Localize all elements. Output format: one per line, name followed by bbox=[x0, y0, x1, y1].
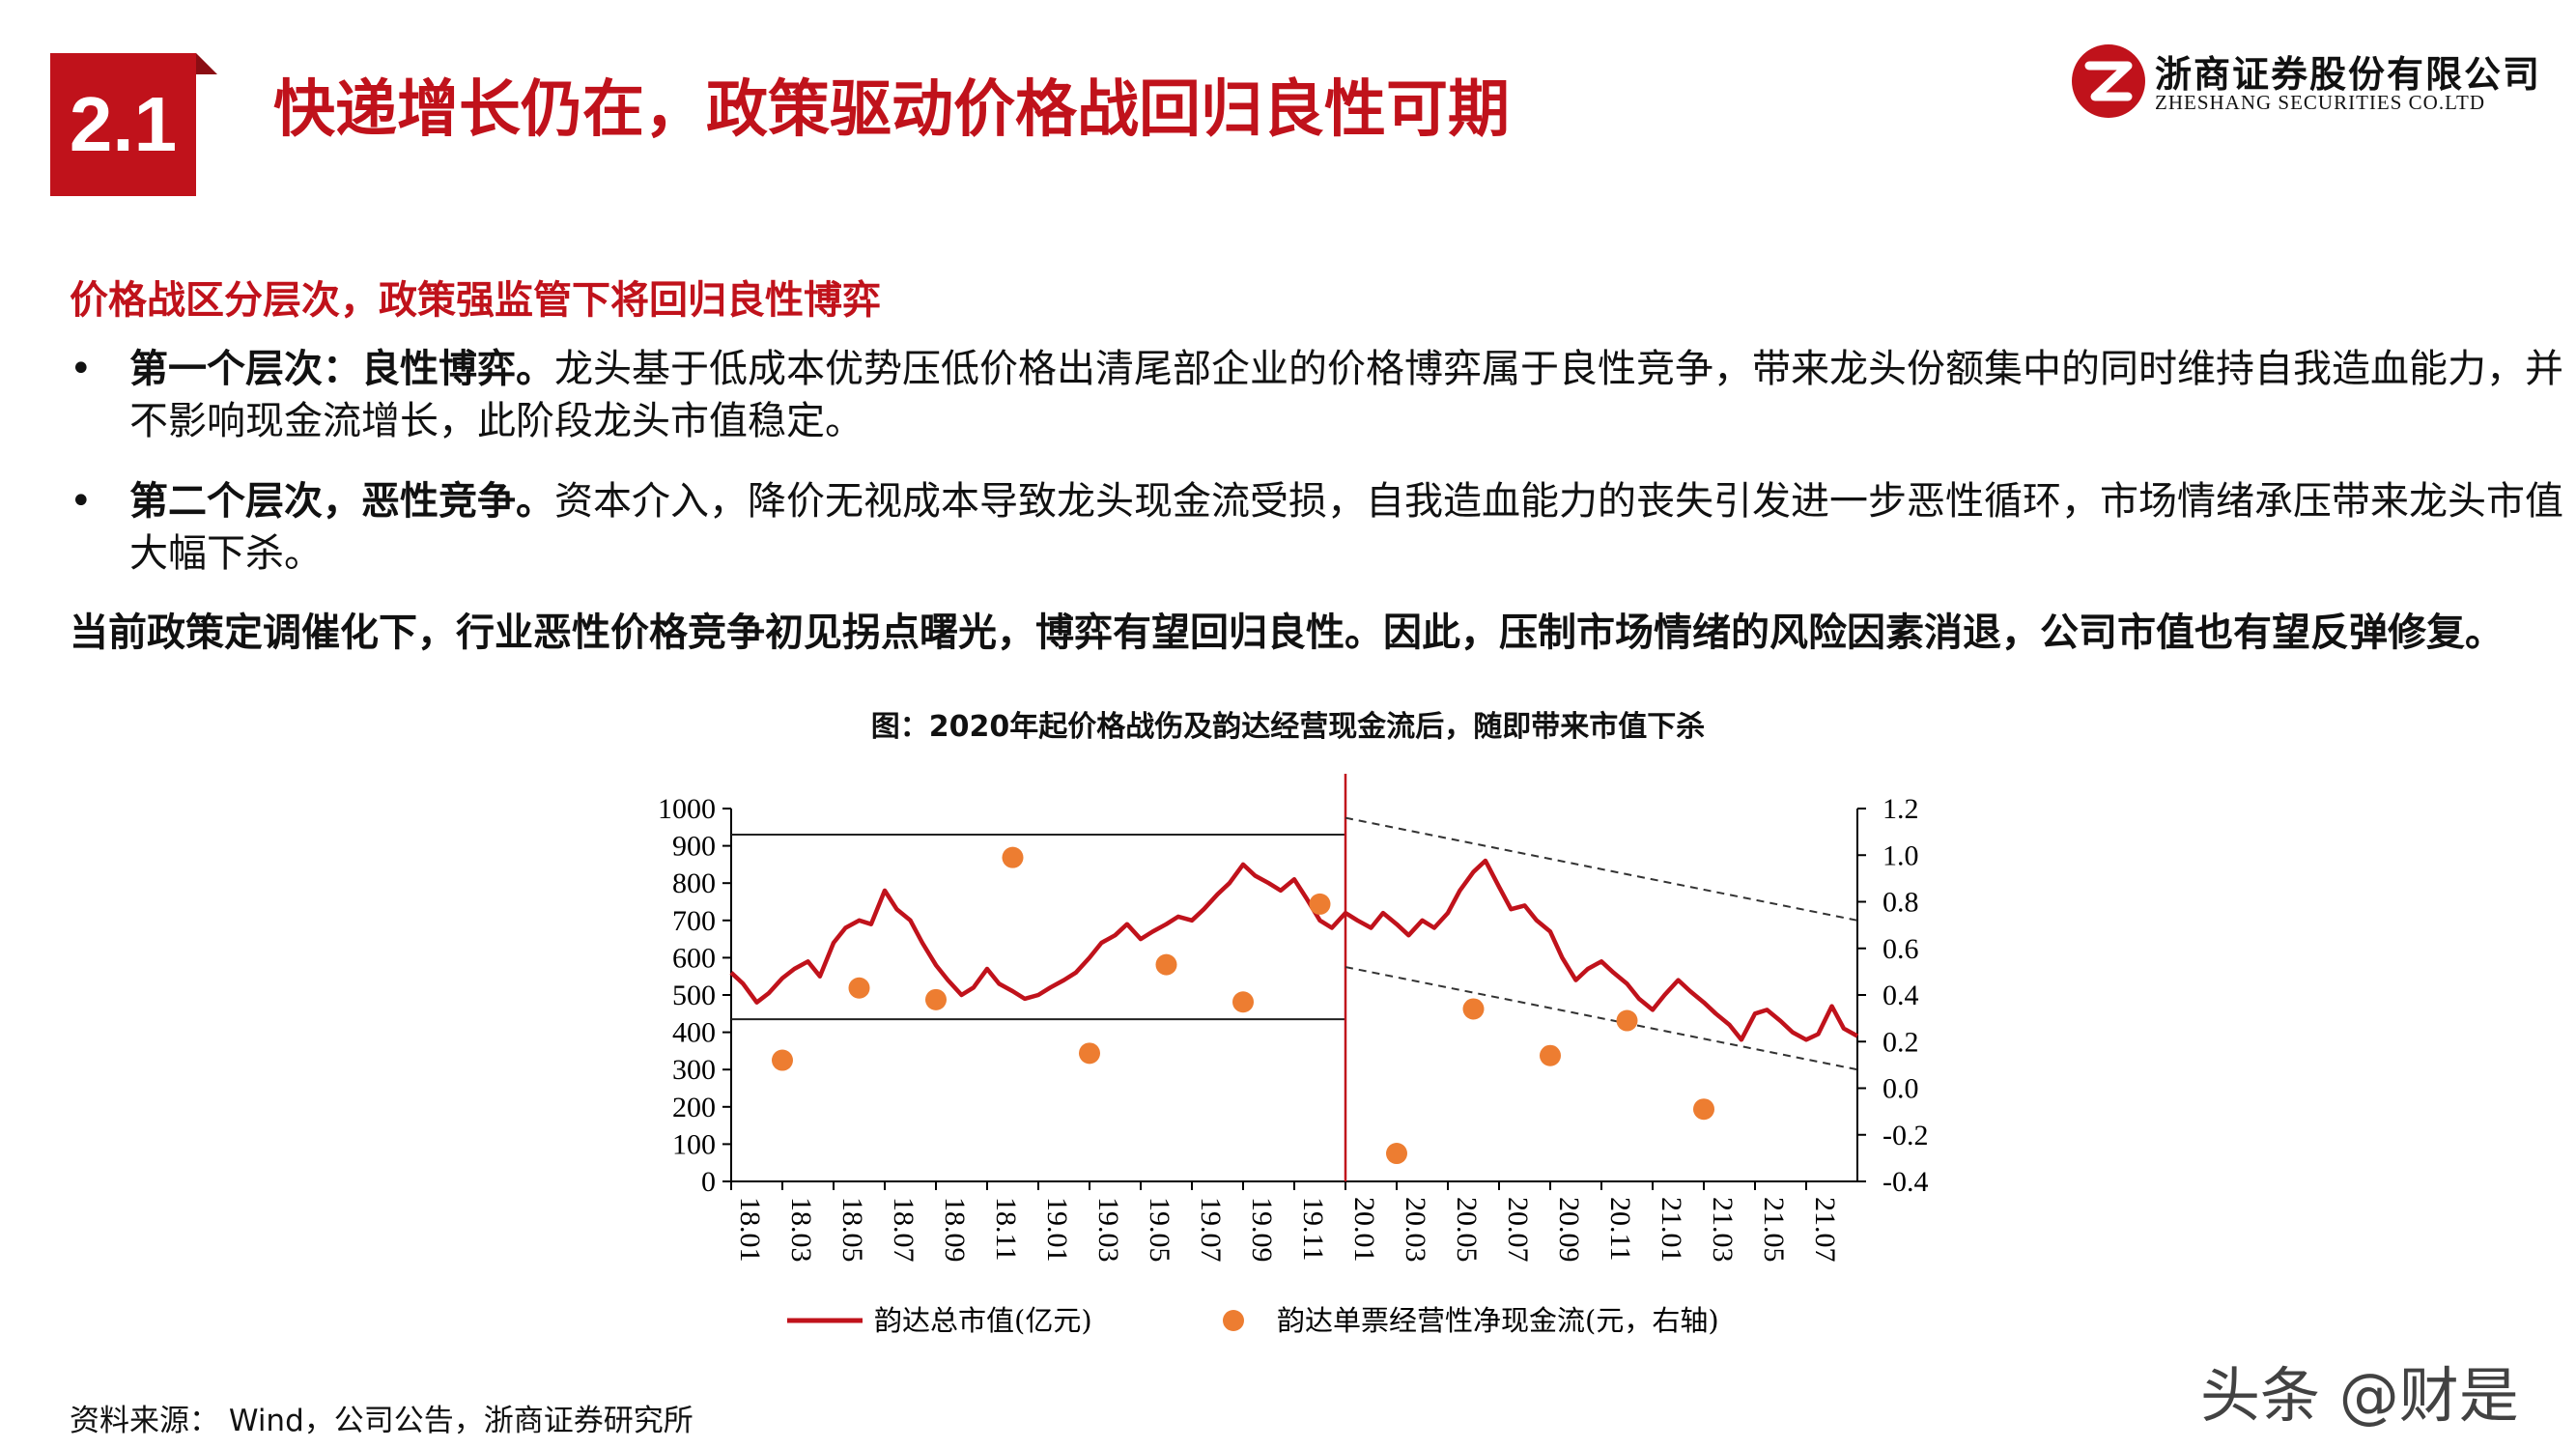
logo-company-cn: 浙商证券股份有限公司 bbox=[2155, 53, 2542, 96]
trend-line bbox=[1345, 966, 1858, 1071]
left-tick-label: 0 bbox=[701, 1166, 716, 1198]
bullet-lead: 第一个层次：良性博弈。 bbox=[129, 347, 554, 391]
x-tick-label: 20.11 bbox=[1604, 1197, 1636, 1261]
right-tick-label: 0.8 bbox=[1882, 887, 1919, 919]
legend-dot-swatch bbox=[1223, 1310, 1244, 1331]
cashflow-point bbox=[1386, 1143, 1407, 1165]
zheshang-logo-icon bbox=[2072, 44, 2145, 118]
cashflow-point bbox=[772, 1049, 793, 1071]
x-tick-label: 21.05 bbox=[1758, 1197, 1790, 1263]
section-badge: 2.1 bbox=[50, 53, 217, 196]
right-tick-label: 1.0 bbox=[1882, 839, 1919, 871]
right-tick-label: -0.4 bbox=[1882, 1166, 1929, 1198]
cashflow-point bbox=[1309, 893, 1331, 915]
legend-cashflow-label: 韵达单票经营性净现金流(元，右轴) bbox=[1277, 1304, 1719, 1337]
x-tick-label: 20.09 bbox=[1553, 1197, 1585, 1263]
cashflow-point bbox=[1002, 846, 1024, 868]
left-tick-label: 600 bbox=[672, 942, 716, 974]
x-tick-label: 21.07 bbox=[1809, 1197, 1841, 1263]
left-tick-label: 400 bbox=[672, 1017, 716, 1049]
legend-market-cap-label: 韵达总市值(亿元) bbox=[874, 1304, 1092, 1337]
x-tick-label: 19.11 bbox=[1297, 1197, 1329, 1261]
x-tick-label: 19.07 bbox=[1195, 1197, 1227, 1263]
x-tick-label: 20.01 bbox=[1348, 1197, 1380, 1263]
trend-line bbox=[1345, 816, 1858, 922]
x-tick-label: 18.05 bbox=[836, 1197, 868, 1263]
x-tick-label: 21.01 bbox=[1656, 1197, 1687, 1263]
logo-company-en: ZHESHANG SECURITIES CO.LTD bbox=[2155, 91, 2485, 114]
cashflow-point bbox=[925, 988, 947, 1010]
market-cap-series-line bbox=[729, 858, 1859, 1042]
company-logo: 浙商证券股份有限公司 ZHESHANG SECURITIES CO.LTD bbox=[2070, 41, 2539, 128]
figure-title: 图：2020年起价格战伤及韵达经营现金流后，随即带来市值下杀 bbox=[870, 710, 1706, 744]
left-tick-label: 900 bbox=[672, 831, 716, 863]
left-tick-label: 500 bbox=[672, 980, 716, 1011]
bullet-text: 龙头基于低成本优势压低价格出清尾部企业的价格博弈属于良性竞争，带来龙头份额集中的… bbox=[129, 347, 2563, 443]
right-tick-label: -0.2 bbox=[1882, 1120, 1929, 1151]
x-tick-label: 19.01 bbox=[1041, 1197, 1073, 1263]
left-tick-label: 1000 bbox=[658, 793, 716, 825]
x-tick-label: 19.03 bbox=[1092, 1197, 1124, 1263]
left-tick-label: 700 bbox=[672, 905, 716, 937]
x-tick-label: 18.01 bbox=[734, 1197, 766, 1263]
x-tick-label: 19.09 bbox=[1246, 1197, 1278, 1263]
left-tick-label: 200 bbox=[672, 1092, 716, 1123]
x-tick-label: 18.07 bbox=[888, 1197, 920, 1263]
cashflow-point bbox=[1693, 1098, 1714, 1121]
section-badge-fold bbox=[196, 53, 217, 74]
x-tick-label: 21.03 bbox=[1707, 1197, 1739, 1263]
sub-heading: 价格战区分层次，政策强监管下将回归良性博弈 bbox=[70, 278, 881, 323]
left-tick-label: 100 bbox=[672, 1128, 716, 1160]
bullet-dot: • bbox=[70, 479, 93, 524]
bullet-dot: • bbox=[70, 347, 93, 391]
left-tick-label: 300 bbox=[672, 1054, 716, 1086]
x-tick-label: 18.09 bbox=[939, 1197, 971, 1263]
bullet-text: 资本介入，降价无视成本导致龙头现金流受损，自我造血能力的丧失引发进一步恶性循环，… bbox=[129, 479, 2563, 576]
x-tick-label: 20.07 bbox=[1502, 1197, 1534, 1263]
cashflow-point bbox=[848, 977, 870, 999]
cashflow-point bbox=[1616, 1009, 1638, 1032]
cashflow-point bbox=[1155, 953, 1177, 976]
right-tick-label: 0.0 bbox=[1882, 1073, 1919, 1105]
cashflow-point bbox=[1462, 998, 1485, 1020]
watermark: 头条 @财是 bbox=[2200, 1360, 2519, 1431]
x-tick-label: 18.11 bbox=[990, 1197, 1022, 1261]
cashflow-point bbox=[1079, 1042, 1100, 1065]
x-tick-label: 18.03 bbox=[785, 1197, 817, 1263]
page-title: 快递增长仍在，政策驱动价格战回归良性可期 bbox=[273, 74, 1510, 146]
source-note: 资料来源： Wind，公司公告，浙商证券研究所 bbox=[70, 1404, 694, 1438]
x-tick-label: 19.05 bbox=[1144, 1197, 1175, 1263]
right-tick-label: 0.2 bbox=[1882, 1026, 1919, 1058]
cashflow-point bbox=[1540, 1044, 1561, 1066]
x-tick-label: 20.05 bbox=[1451, 1197, 1483, 1263]
summary-text: 当前政策定调催化下，行业恶性价格竞争初见拐点曙光，博弈有望回归良性。因此，压制市… bbox=[70, 611, 2504, 655]
right-tick-label: 1.2 bbox=[1882, 793, 1919, 825]
cashflow-point bbox=[1232, 991, 1254, 1013]
section-number: 2.1 bbox=[69, 81, 178, 167]
x-tick-label: 20.03 bbox=[1400, 1197, 1431, 1263]
bullet-lead: 第二个层次，恶性竞争。 bbox=[129, 479, 554, 524]
left-tick-label: 800 bbox=[672, 867, 716, 899]
right-tick-label: 0.6 bbox=[1882, 933, 1919, 965]
right-tick-label: 0.4 bbox=[1882, 980, 1919, 1011]
